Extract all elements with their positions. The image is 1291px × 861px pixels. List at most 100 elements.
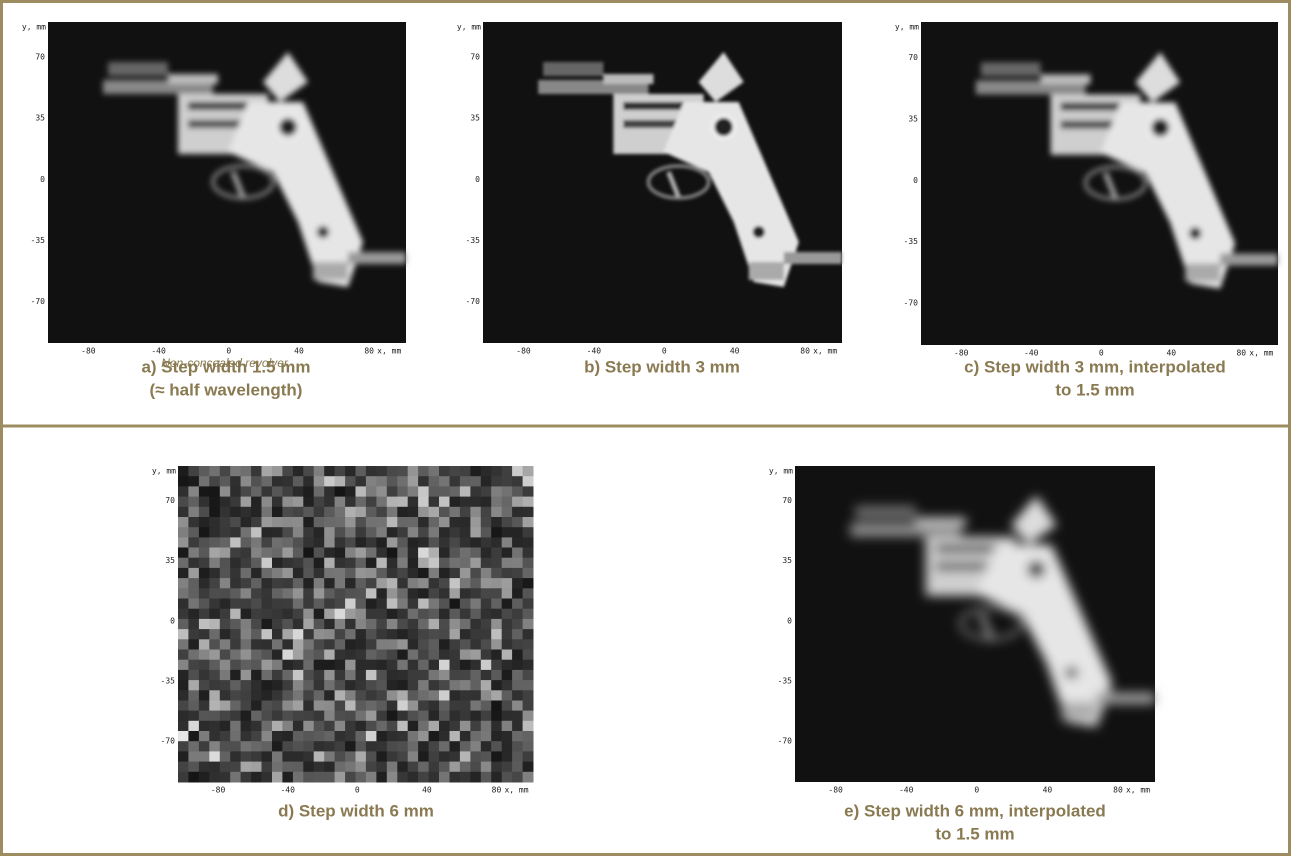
x-tick-label: 80	[1113, 786, 1123, 795]
image-pixel	[481, 609, 492, 620]
image-pixel	[251, 588, 262, 599]
image-pixel	[376, 599, 387, 610]
image-pixel	[460, 609, 471, 620]
image-pixel	[429, 670, 440, 681]
image-pixel	[439, 751, 450, 762]
image-pixel	[491, 466, 502, 477]
image-pixel	[387, 701, 398, 712]
image-pixel	[376, 466, 387, 477]
x-tick-label: 40	[730, 347, 740, 356]
image-pixel	[345, 670, 356, 681]
image-pixel	[429, 527, 440, 538]
y-tick-label: -70	[161, 737, 176, 746]
image-pixel	[418, 476, 429, 487]
image-pixel	[408, 497, 419, 508]
panel: 70350-35-70-80-4004080y, mmx, mmc) Step …	[895, 22, 1278, 399]
image-pixel	[502, 680, 513, 691]
image-pixel	[251, 466, 262, 477]
image-pixel	[251, 701, 262, 712]
image-pixel	[230, 548, 241, 559]
image-pixel	[293, 548, 304, 559]
image-pixel	[241, 588, 252, 599]
image-pixel	[387, 751, 398, 762]
image-pixel	[324, 507, 335, 518]
image-pixel	[220, 588, 231, 599]
image-pixel	[262, 558, 273, 569]
image-pixel	[397, 701, 408, 712]
image-pixel	[502, 558, 513, 569]
image-pixel	[376, 558, 387, 569]
image-pixel	[418, 731, 429, 742]
image-pixel	[491, 650, 502, 661]
image-pixel	[272, 629, 283, 640]
image-pixel	[387, 588, 398, 599]
image-pixel	[450, 476, 461, 487]
image-pixel	[314, 762, 325, 773]
image-pixel	[502, 517, 513, 528]
image-pixel	[314, 588, 325, 599]
image-pixel	[460, 660, 471, 671]
image-pixel	[241, 537, 252, 548]
image-pixel	[429, 609, 440, 620]
image-pixel	[241, 466, 252, 477]
image-pixel	[262, 772, 273, 783]
image-pixel	[523, 711, 534, 722]
image-pixel	[335, 466, 346, 477]
image-pixel	[209, 690, 220, 701]
image-pixel	[397, 476, 408, 487]
image-pixel	[491, 629, 502, 640]
image-pixel	[397, 650, 408, 661]
image-pixel	[418, 670, 429, 681]
image-pixel	[324, 599, 335, 610]
image-pixel	[376, 690, 387, 701]
image-pixel	[481, 599, 492, 610]
image-pixel	[429, 741, 440, 752]
image-pixel	[199, 476, 210, 487]
image-pixel	[251, 731, 262, 742]
image-pixel	[251, 772, 262, 783]
image-pixel	[470, 548, 481, 559]
image-pixel	[282, 711, 293, 722]
x-tick-label: 40	[1166, 349, 1176, 358]
image-pixel	[366, 650, 377, 661]
image-pixel	[523, 609, 534, 620]
image-pixel	[345, 599, 356, 610]
image-pixel	[512, 578, 523, 589]
image-pixel	[460, 670, 471, 681]
image-pixel	[470, 660, 481, 671]
image-pixel	[251, 558, 262, 569]
image-pixel	[460, 619, 471, 630]
image-pixel	[345, 741, 356, 752]
image-pixel	[397, 558, 408, 569]
image-pixel	[408, 741, 419, 752]
image-pixel	[523, 639, 534, 650]
image-pixel	[188, 558, 199, 569]
image-pixel	[491, 772, 502, 783]
image-pixel	[418, 568, 429, 579]
image-pixel	[512, 558, 523, 569]
image-pixel	[439, 701, 450, 712]
y-tick-label: -70	[466, 297, 481, 306]
image-pixel	[303, 527, 314, 538]
image-pixel	[188, 548, 199, 559]
image-pixel	[387, 711, 398, 722]
image-pixel	[397, 486, 408, 497]
image-pixel	[241, 558, 252, 569]
image-pixel	[502, 762, 513, 773]
image-pixel	[408, 639, 419, 650]
image-pixel	[356, 507, 367, 518]
image-pixel	[335, 527, 346, 538]
image-pixel	[314, 629, 325, 640]
image-pixel	[491, 497, 502, 508]
image-pixel	[188, 517, 199, 528]
image-pixel	[230, 660, 241, 671]
image-pixel	[356, 629, 367, 640]
image-pixel	[199, 660, 210, 671]
image-pixel	[523, 558, 534, 569]
image-pixel	[356, 588, 367, 599]
image-pixel	[376, 711, 387, 722]
image-pixel	[293, 568, 304, 579]
image-pixel	[303, 619, 314, 630]
image-pixel	[324, 721, 335, 732]
image-pixel	[460, 599, 471, 610]
